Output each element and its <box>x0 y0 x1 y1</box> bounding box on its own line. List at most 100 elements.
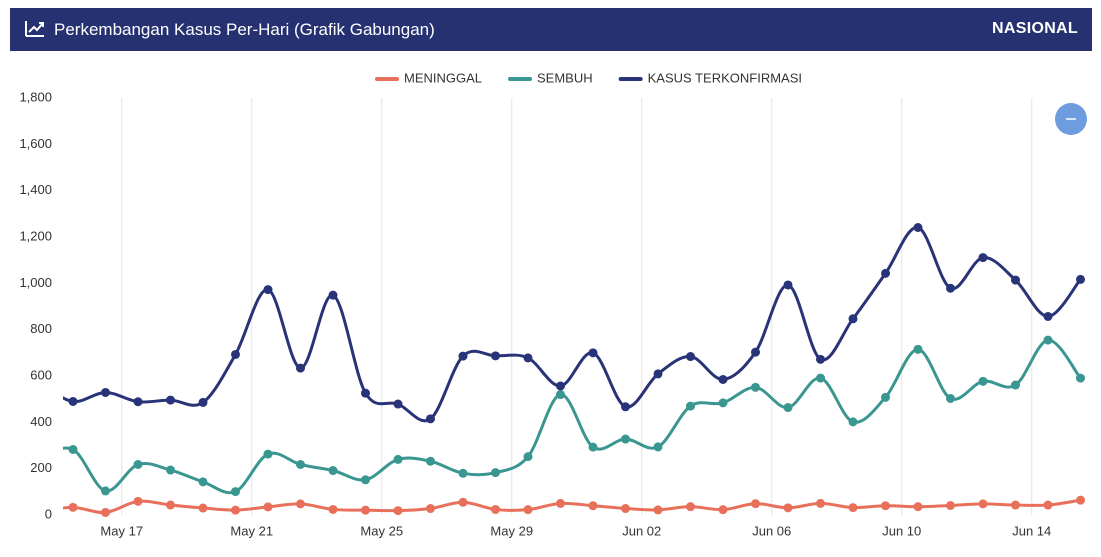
data-point <box>198 503 208 513</box>
data-point <box>881 501 890 511</box>
x-tick-label: Jun 02 <box>622 523 661 538</box>
data-point <box>523 353 533 363</box>
grid <box>121 98 1033 515</box>
data-point <box>751 499 760 509</box>
data-point <box>718 505 728 515</box>
data-point <box>621 504 630 514</box>
data-point <box>166 465 175 475</box>
data-point <box>458 351 468 361</box>
y-tick-label: 1,000 <box>19 275 52 290</box>
data-point <box>133 397 143 407</box>
data-point <box>556 498 565 508</box>
data-point <box>653 505 663 515</box>
data-point <box>393 399 403 409</box>
data-point <box>166 395 175 405</box>
data-point <box>426 504 435 514</box>
data-point <box>101 507 110 517</box>
data-point <box>751 382 760 392</box>
y-tick-label: 1,600 <box>19 136 52 151</box>
data-point <box>1011 380 1020 390</box>
data-point <box>1076 373 1085 383</box>
data-point <box>783 280 793 290</box>
data-point <box>751 347 760 357</box>
chart-icon <box>25 21 44 37</box>
data-point <box>556 381 565 391</box>
data-point <box>881 268 890 278</box>
y-tick-label: 800 <box>30 321 52 336</box>
plot-area <box>36 223 1085 517</box>
data-point <box>978 499 988 509</box>
y-tick-label: 1,200 <box>19 228 52 243</box>
data-point <box>328 290 338 300</box>
data-point <box>393 454 403 464</box>
data-point <box>718 398 728 408</box>
data-point <box>231 505 240 515</box>
data-point <box>978 376 988 386</box>
data-point <box>296 499 305 509</box>
data-point <box>816 354 825 364</box>
legend-label: SEMBUH <box>537 70 593 85</box>
data-point <box>588 348 598 358</box>
data-point <box>1011 500 1020 510</box>
data-point <box>783 403 793 413</box>
data-point <box>816 498 825 508</box>
data-point <box>588 442 598 452</box>
legend: MENINGGAL SEMBUH KASUS TERKONFIRMASI <box>375 70 802 85</box>
data-point <box>848 417 858 427</box>
data-point <box>36 507 45 516</box>
data-point <box>491 504 500 514</box>
data-point <box>848 503 858 513</box>
data-point <box>1043 311 1053 321</box>
data-point <box>101 387 110 397</box>
x-tick-label: May 29 <box>490 523 533 538</box>
data-point <box>1076 274 1085 284</box>
header-title: Perkembangan Kasus Per-Hari (Grafik Gabu… <box>54 20 435 39</box>
data-point <box>913 502 923 512</box>
data-point <box>328 504 338 514</box>
data-point <box>913 223 923 233</box>
data-point <box>426 456 435 466</box>
axis-labels: 0 200 400 600 800 1,000 1,200 1,400 1,600 1,800 Ma… <box>19 89 1051 538</box>
data-point <box>296 363 305 373</box>
y-tick-label: 1,400 <box>19 182 52 197</box>
data-point <box>296 459 305 469</box>
data-point <box>848 314 858 324</box>
x-tick-label: Jun 06 <box>752 523 791 538</box>
y-tick-label: 400 <box>30 414 52 429</box>
data-point <box>523 452 533 462</box>
data-point <box>718 374 728 384</box>
data-point <box>101 486 110 496</box>
data-point <box>1043 335 1053 345</box>
data-point <box>978 253 988 263</box>
header-region: NASIONAL <box>992 20 1078 37</box>
y-tick-label: 600 <box>30 367 52 382</box>
data-point <box>1043 500 1053 510</box>
header-bar: Perkembangan Kasus Per-Hari (Grafik Gabu… <box>10 8 1092 51</box>
x-tick-label: Jun 10 <box>882 523 921 538</box>
data-point <box>198 397 208 407</box>
data-point <box>68 444 78 454</box>
data-point <box>426 414 435 424</box>
data-point <box>783 503 793 513</box>
data-point <box>458 497 468 507</box>
data-point <box>133 459 143 469</box>
y-tick-label: 200 <box>30 460 52 475</box>
data-point <box>263 502 273 512</box>
data-point <box>686 352 695 362</box>
data-point <box>621 434 630 444</box>
y-tick-label: 0 <box>45 506 52 521</box>
data-point <box>263 449 273 459</box>
legend-label: KASUS TERKONFIRMASI <box>648 70 802 85</box>
data-point <box>913 344 923 354</box>
data-point <box>556 390 565 400</box>
data-point <box>653 369 663 379</box>
data-point <box>361 388 370 398</box>
data-point <box>491 468 500 478</box>
data-point <box>361 475 370 485</box>
data-point <box>263 285 273 295</box>
x-tick-label: May 21 <box>230 523 273 538</box>
data-point <box>166 500 175 510</box>
data-point <box>231 349 240 359</box>
